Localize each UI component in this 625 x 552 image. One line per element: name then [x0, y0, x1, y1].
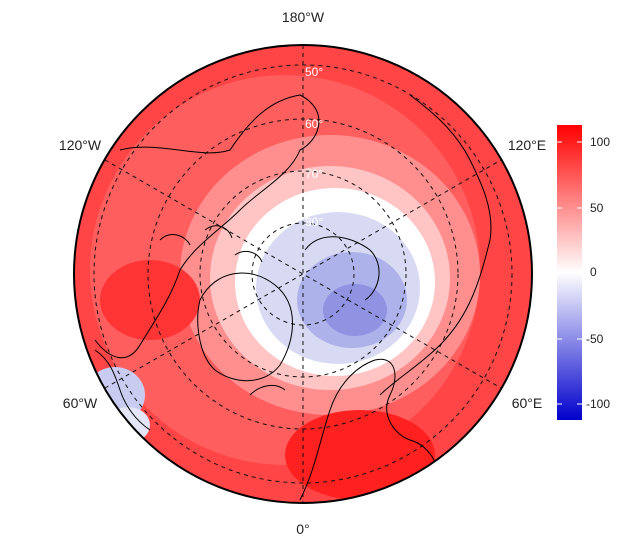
colorbar-tick-50: 50	[590, 201, 604, 215]
lon-label-lower-right: 60°E	[512, 395, 543, 411]
lon-label-upper-left: 120°W	[59, 137, 102, 153]
lat-label-80: 80°	[305, 215, 323, 229]
coastlines	[94, 94, 492, 501]
colorbar-tick-100: 100	[590, 135, 610, 149]
anomaly-field	[74, 45, 532, 503]
lat-label-50: 50°	[305, 65, 323, 79]
lat-label-60: 60°	[305, 117, 323, 131]
map-border	[73, 44, 533, 504]
lat-label-70: 70°	[305, 167, 323, 181]
graticule	[93, 45, 513, 503]
colorbar-tick-neg50: -50	[586, 332, 604, 346]
lon-label-upper-right: 120°E	[508, 137, 546, 153]
lon-label-bottom: 0°	[296, 521, 309, 537]
lon-label-top: 180°W	[282, 9, 325, 25]
colorbar-tick-0: 0	[590, 265, 597, 279]
colorbar: 100 50 0 -50 -100	[557, 125, 610, 420]
colorbar-tick-neg100: -100	[586, 397, 610, 411]
lon-label-lower-left: 60°W	[63, 395, 98, 411]
